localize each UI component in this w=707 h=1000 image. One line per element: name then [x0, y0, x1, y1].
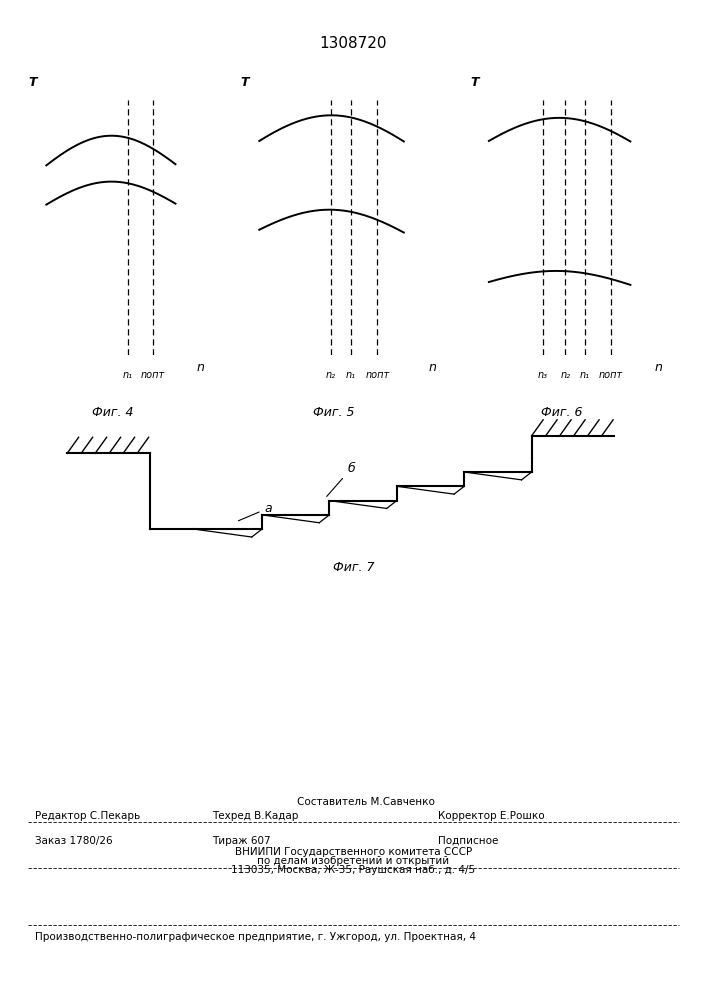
Text: Корректор Е.Рошко: Корректор Е.Рошко: [438, 811, 545, 821]
Text: ВНИИПИ Государственного комитета СССР: ВНИИПИ Государственного комитета СССР: [235, 847, 472, 857]
Text: Фиг. 5: Фиг. 5: [313, 406, 355, 419]
Text: 113035, Москва, Ж-35, Раушская наб., д. 4/5: 113035, Москва, Ж-35, Раушская наб., д. …: [231, 865, 476, 875]
Text: Редактор С.Пекарь: Редактор С.Пекарь: [35, 811, 141, 821]
Text: n₁: n₁: [346, 370, 356, 380]
Text: по делам изобретений и открытий: по делам изобретений и открытий: [257, 856, 450, 866]
Text: T: T: [470, 76, 479, 89]
Text: Фиг. 4: Фиг. 4: [93, 406, 134, 419]
Text: Производственно-полиграфическое предприятие, г. Ужгород, ул. Проектная, 4: Производственно-полиграфическое предприя…: [35, 932, 477, 942]
Text: n₂: n₂: [561, 370, 571, 380]
Text: n: n: [428, 361, 436, 374]
Text: n₁: n₁: [580, 370, 590, 380]
Text: nопт: nопт: [366, 370, 390, 380]
Text: Подписное: Подписное: [438, 836, 498, 846]
Text: nопт: nопт: [141, 370, 165, 380]
Text: б: б: [327, 462, 355, 496]
Text: Тираж 607: Тираж 607: [212, 836, 271, 846]
Text: n: n: [654, 361, 662, 374]
Text: nопт: nопт: [599, 370, 623, 380]
Text: Фиг. 7: Фиг. 7: [333, 561, 374, 574]
Text: T: T: [240, 76, 249, 89]
Text: Техред В.Кадар: Техред В.Кадар: [212, 811, 298, 821]
Text: T: T: [29, 76, 37, 89]
Text: Фиг. 6: Фиг. 6: [542, 406, 583, 419]
Text: n₃: n₃: [537, 370, 547, 380]
Text: Составитель М.Савченко: Составитель М.Савченко: [297, 797, 435, 807]
Text: Заказ 1780/26: Заказ 1780/26: [35, 836, 113, 846]
Text: a: a: [238, 502, 272, 521]
Text: n₁: n₁: [123, 370, 133, 380]
Text: 1308720: 1308720: [320, 36, 387, 51]
Text: n: n: [197, 361, 204, 374]
Text: n₂: n₂: [326, 370, 336, 380]
